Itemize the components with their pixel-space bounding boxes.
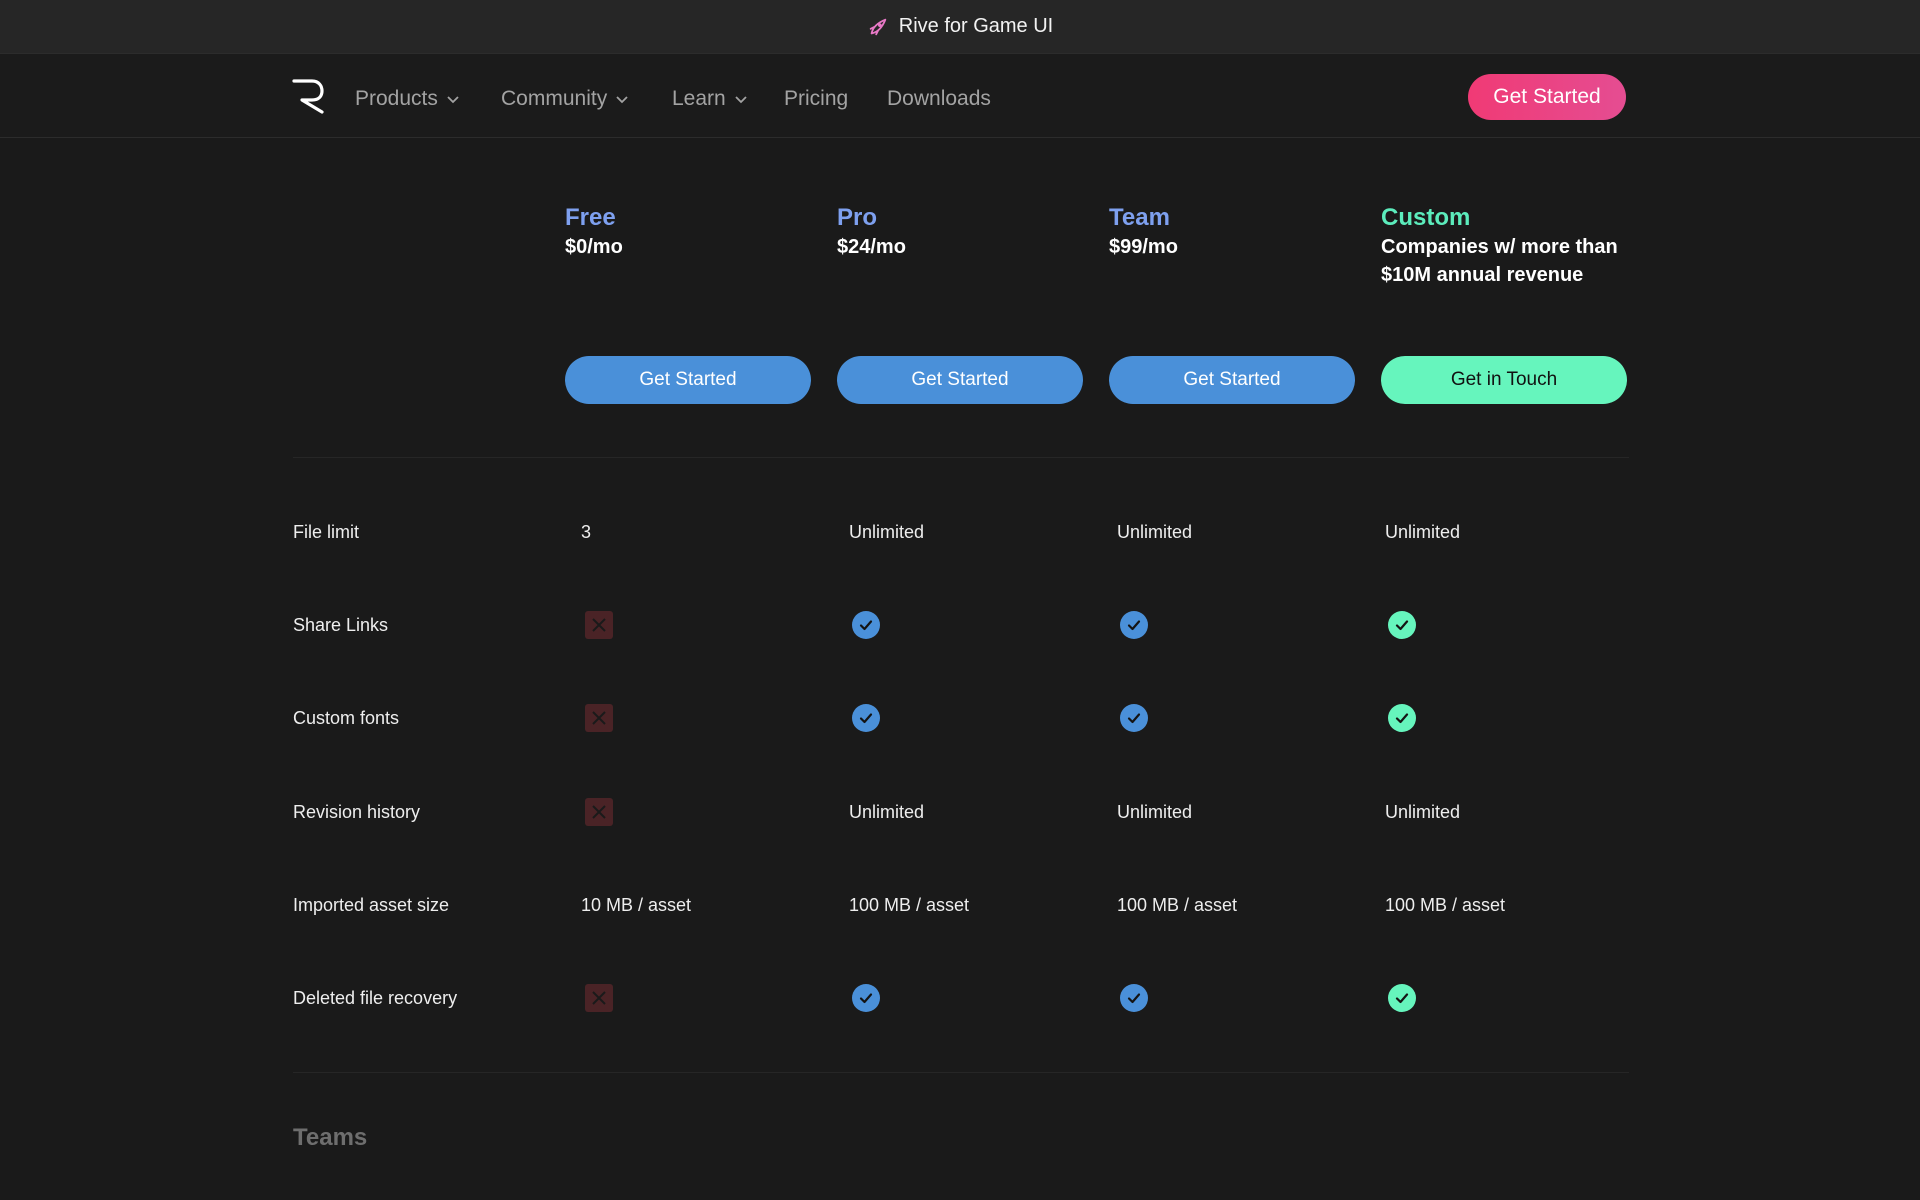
plan-name: Pro (837, 204, 878, 231)
pro-revision-history: Unlimited (849, 802, 925, 822)
cross-icon (585, 984, 613, 1012)
pro-file-limit: Unlimited (849, 522, 925, 542)
check-icon (1388, 984, 1416, 1012)
plan-description: Companies w/ more than $10M annual reven… (1381, 236, 1618, 286)
check-icon (852, 611, 880, 639)
nav-downloads[interactable]: Downloads (887, 84, 991, 114)
check-icon (1120, 704, 1148, 732)
plan-price: $99/mo (1109, 236, 1178, 258)
check-icon (852, 984, 880, 1012)
cross-icon (585, 704, 613, 732)
team-get-started-button[interactable]: Get Started (1109, 356, 1355, 404)
divider (293, 457, 1629, 458)
get-started-nav-button[interactable]: Get Started (1468, 74, 1626, 120)
nav-community[interactable]: Community (501, 84, 629, 114)
free-get-started-button[interactable]: Get Started (565, 356, 811, 404)
free-file-limit: 3 (581, 522, 592, 542)
custom-asset-size: 100 MB / asset (1385, 895, 1506, 915)
nav-pricing[interactable]: Pricing (784, 84, 848, 114)
cross-icon (585, 611, 613, 639)
free-asset-size: 10 MB / asset (581, 895, 692, 915)
check-icon (1120, 611, 1148, 639)
nav-pricing-label: Pricing (784, 87, 849, 110)
feature-label-file-limit: File limit (293, 522, 359, 542)
team-file-limit: Unlimited (1117, 522, 1193, 542)
plan-name: Free (565, 204, 616, 231)
pro-get-started-button[interactable]: Get Started (837, 356, 1083, 404)
chevron-down-icon (446, 94, 460, 104)
plan-price: $0/mo (565, 236, 623, 258)
pro-asset-size: 100 MB / asset (849, 895, 970, 915)
nav-learn-label: Learn (672, 87, 726, 110)
plan-name: Team (1109, 204, 1170, 231)
cross-icon (585, 798, 613, 826)
chevron-down-icon (615, 94, 629, 104)
custom-file-limit: Unlimited (1385, 522, 1461, 542)
nav-learn[interactable]: Learn (672, 84, 748, 114)
section-title-teams: Teams (293, 1124, 368, 1151)
nav-downloads-label: Downloads (887, 87, 991, 110)
feature-label-deleted-file-recovery: Deleted file recovery (293, 988, 458, 1008)
check-icon (1388, 611, 1416, 639)
plan-pro: Pro $24/mo (837, 203, 1083, 261)
team-revision-history: Unlimited (1117, 802, 1193, 822)
chevron-down-icon (734, 94, 748, 104)
nav-products-label: Products (355, 87, 438, 110)
plan-free: Free $0/mo (565, 203, 811, 261)
feature-label-custom-fonts: Custom fonts (293, 708, 400, 728)
custom-get-in-touch-button[interactable]: Get in Touch (1381, 356, 1627, 404)
top-navigation: Products Community Learn Pricing Downloa… (0, 53, 1920, 138)
rocket-icon (867, 16, 889, 38)
nav-community-label: Community (501, 87, 608, 110)
custom-revision-history: Unlimited (1385, 802, 1461, 822)
announcement-bar[interactable]: Rive for Game UI (0, 0, 1920, 53)
team-asset-size: 100 MB / asset (1117, 895, 1238, 915)
check-icon (1388, 704, 1416, 732)
check-icon (1120, 984, 1148, 1012)
rive-logo[interactable] (292, 78, 328, 114)
announcement-text: Rive for Game UI (898, 15, 1054, 37)
check-icon (852, 704, 880, 732)
feature-label-imported-asset-size: Imported asset size (293, 895, 450, 915)
nav-products[interactable]: Products (355, 84, 460, 114)
plan-name: Custom (1381, 204, 1471, 231)
plan-team: Team $99/mo (1109, 203, 1355, 261)
feature-label-share-links: Share Links (293, 615, 389, 635)
feature-label-revision-history: Revision history (293, 802, 421, 822)
plan-custom: Custom Companies w/ more than $10M annua… (1381, 203, 1627, 289)
divider (293, 1072, 1629, 1073)
plan-price: $24/mo (837, 236, 906, 258)
